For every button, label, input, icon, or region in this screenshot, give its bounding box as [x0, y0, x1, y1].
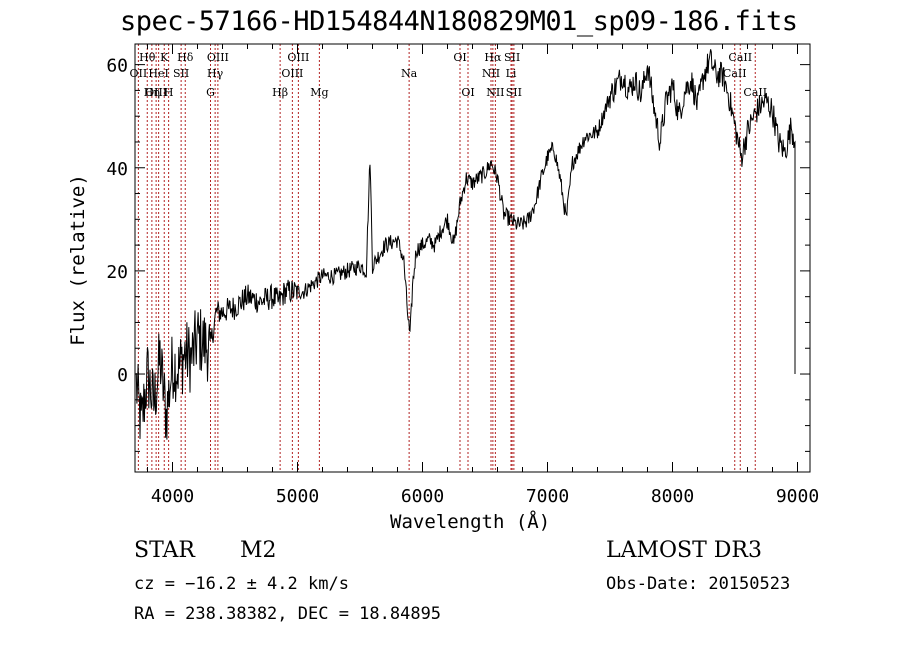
x-axis-label: Wavelength (Å)	[390, 511, 551, 533]
x-tick-label: 7000	[526, 486, 569, 507]
spectral-line-label: OIII	[287, 51, 309, 64]
spectral-line-label: HeI	[148, 67, 168, 80]
survey-name: LAMOST DR3	[606, 538, 762, 563]
x-tick-label: 8000	[651, 486, 694, 507]
spectral-line-label: G	[206, 86, 215, 99]
spectral-line-label: CaII	[723, 67, 747, 80]
spectral-line-label: Na	[401, 67, 418, 80]
spectral-line-label: Mg	[310, 86, 328, 99]
spectrum-series-line	[135, 49, 796, 440]
plot-frame	[134, 43, 811, 473]
spectral-line-label: Hθ	[139, 51, 156, 64]
spectral-line-label: SII	[504, 51, 520, 64]
ra-dec-coordinates: RA = 238.38382, DEC = 18.84895	[134, 604, 442, 624]
x-axis-ticks: 4000 5000 6000 7000 8000 9000	[147, 44, 819, 507]
x-tick-label: 4000	[151, 486, 194, 507]
spectral-line-label: H	[164, 86, 174, 99]
spectral-line-label: OI	[461, 86, 474, 99]
object-subclass: M2	[240, 538, 277, 563]
x-tick-label: 6000	[401, 486, 444, 507]
spectral-line-label: Li	[506, 67, 517, 80]
spectral-line-label: OII	[130, 67, 148, 80]
spectral-line-label: Hβ	[272, 86, 288, 99]
object-class: STAR	[134, 538, 195, 563]
line-marker-labels: Hθ OII OIII K HeI Hη SII H Hδ OIII Hγ G Hβ OIII OIII Mg…	[130, 51, 768, 99]
spectral-line-label: Hη	[144, 86, 160, 99]
spectral-line-label: NII	[482, 67, 500, 80]
redshift-cz: cz = −16.2 ± 4.2 km/s	[134, 574, 349, 594]
spectral-line-label: Hγ	[207, 67, 224, 80]
y-tick-label: 40	[106, 159, 128, 180]
spectral-line-label: SII	[506, 86, 522, 99]
spectral-line-label: Hδ	[177, 51, 194, 64]
spectral-line-label: OIII	[281, 67, 303, 80]
observation-date: Obs-Date: 20150523	[606, 574, 791, 594]
spectral-line-label: K	[160, 51, 169, 64]
y-tick-label: 60	[106, 56, 128, 77]
spectral-line-label: OIII	[207, 51, 229, 64]
spectral-line-label: OIII	[145, 86, 167, 99]
spectral-line-label: NII	[486, 86, 504, 99]
y-tick-label: 0	[117, 365, 128, 386]
spectral-line-label: CaII	[743, 86, 767, 99]
x-tick-label: 5000	[276, 486, 319, 507]
line-markers-layer	[137, 44, 756, 472]
x-tick-label: 9000	[776, 486, 819, 507]
spectral-line-label: OI	[453, 51, 466, 64]
spectral-line-label: CaII	[728, 51, 752, 64]
chart-title: spec-57166-HD154844N180829M01_sp09-186.f…	[120, 6, 798, 37]
spectral-line-label: Hα	[484, 51, 502, 64]
spectral-line-label: SII	[173, 67, 189, 80]
y-tick-label: 20	[106, 262, 128, 283]
y-axis-label: Flux (relative)	[67, 174, 89, 346]
y-axis-ticks: 0 20 40 60	[106, 56, 810, 452]
